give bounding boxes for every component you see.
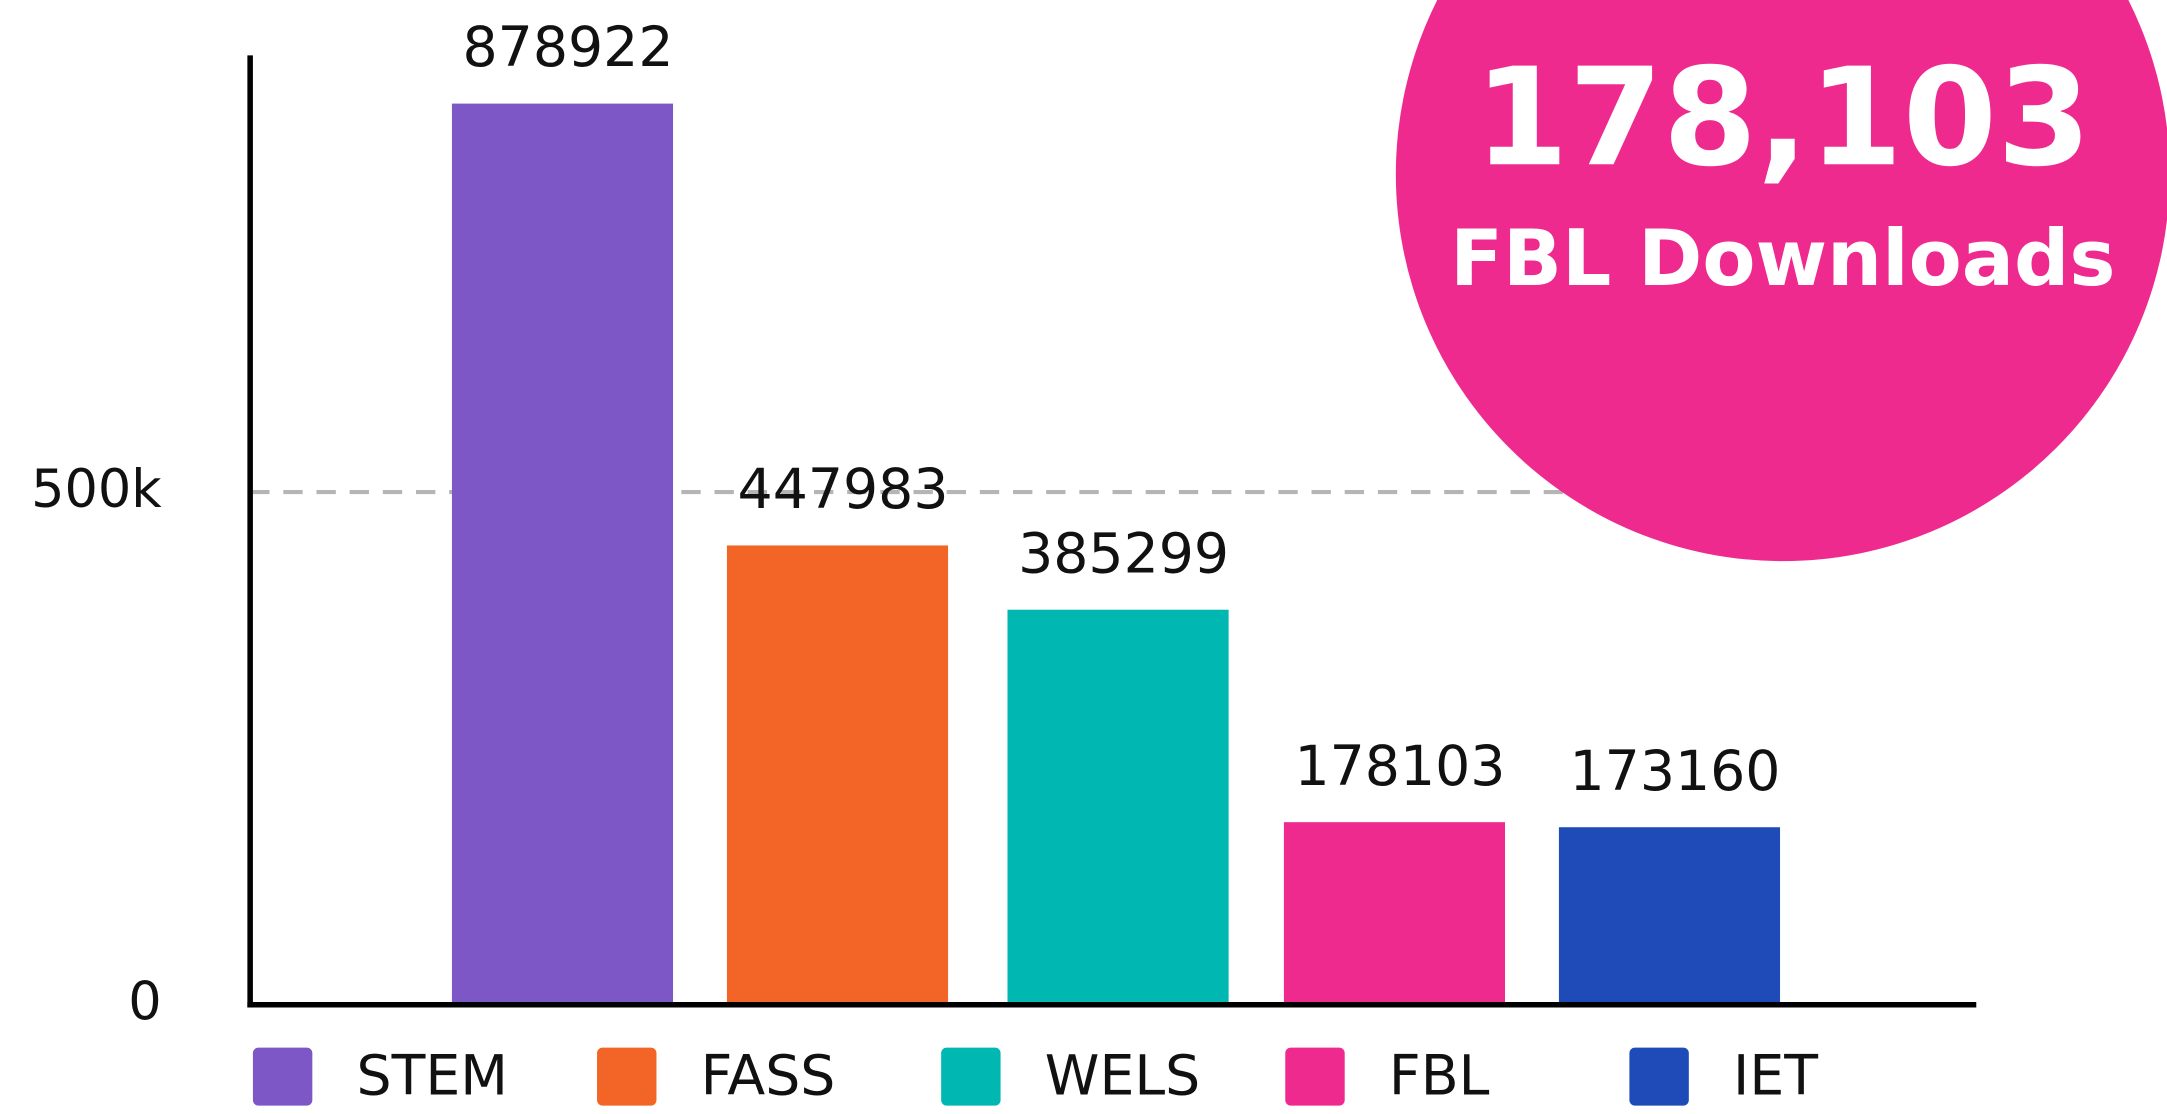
legend-swatch bbox=[252, 1047, 313, 1106]
legend-label: IET bbox=[1733, 1045, 1818, 1109]
legend-swatch bbox=[1629, 1047, 1689, 1106]
legend-swatch bbox=[1285, 1047, 1345, 1106]
legend-swatch bbox=[941, 1047, 1001, 1106]
legend-label: FASS bbox=[701, 1045, 836, 1109]
legend-label: FBL bbox=[1389, 1045, 1490, 1109]
y-tick-label: 500k bbox=[31, 459, 162, 520]
legend-swatch bbox=[597, 1047, 657, 1106]
annotation-label: FBL Downloads bbox=[1450, 214, 2115, 304]
annotation-number: 178,103 bbox=[1474, 38, 2091, 196]
bar bbox=[451, 103, 674, 1005]
value-label: 178103 bbox=[1294, 735, 1505, 799]
value-label: 878922 bbox=[463, 16, 674, 80]
bar bbox=[1007, 609, 1229, 1005]
bar bbox=[726, 545, 949, 1005]
value-label: 385299 bbox=[1018, 522, 1229, 586]
bar bbox=[1283, 822, 1506, 1005]
value-label: 447983 bbox=[738, 458, 949, 522]
y-tick-label: 0 bbox=[128, 971, 161, 1032]
legend-label: STEM bbox=[357, 1045, 508, 1109]
annotation-circle bbox=[1395, 0, 2167, 562]
legend-label: WELS bbox=[1045, 1045, 1200, 1109]
bar bbox=[1558, 827, 1781, 1005]
value-label: 173160 bbox=[1570, 740, 1781, 804]
